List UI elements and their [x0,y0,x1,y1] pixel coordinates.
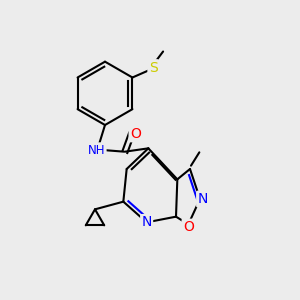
Text: O: O [130,127,141,141]
Text: N: N [142,215,152,229]
Text: NH: NH [88,143,105,157]
Text: N: N [197,192,208,206]
Text: O: O [183,220,194,234]
Text: S: S [149,61,158,74]
